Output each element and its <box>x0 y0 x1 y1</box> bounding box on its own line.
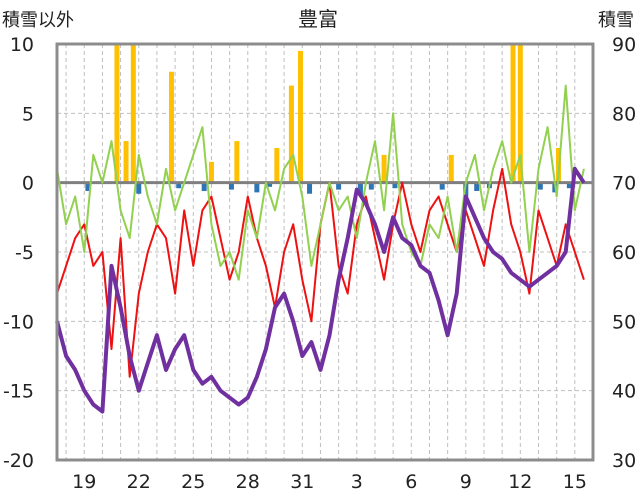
right-tick-label: 70 <box>612 173 636 195</box>
x-tick-label: 22 <box>127 471 151 493</box>
x-tick-label: 15 <box>563 471 587 493</box>
right-tick-label: 60 <box>612 242 636 264</box>
chart-title: 豊富 <box>298 7 338 31</box>
series-line-snow_depth <box>55 166 586 414</box>
x-tick-label: 3 <box>351 471 363 493</box>
left-tick-label: -10 <box>3 311 34 333</box>
precipitation-bar <box>336 182 342 190</box>
left-tick-label: -20 <box>3 450 34 472</box>
right-tick-label: 90 <box>612 34 636 56</box>
precipitation-bar <box>176 182 182 189</box>
precipitation-bar <box>208 161 214 183</box>
precipitation-bar <box>136 182 142 194</box>
precipitation-bar <box>517 44 523 183</box>
precipitation-bar <box>510 44 516 183</box>
plot-frame <box>55 42 595 462</box>
precipitation-bar <box>85 182 91 191</box>
precipitation-bar <box>254 182 260 193</box>
precipitation-bar <box>439 182 445 190</box>
series-line-humidity_like <box>56 84 585 281</box>
left-tick-label: 10 <box>10 34 34 56</box>
precipitation-bar <box>297 50 303 183</box>
precipitation-bar <box>357 182 363 196</box>
precipitation-bar <box>267 182 273 187</box>
left-axis-title: 積雪以外 <box>2 10 74 31</box>
x-tick-label: 28 <box>236 471 260 493</box>
x-tick-label: 6 <box>405 471 417 493</box>
precipitation-bar <box>566 182 572 189</box>
precipitation-bar <box>228 182 234 190</box>
left-tick-label: 0 <box>22 173 34 195</box>
precipitation-bar <box>368 182 374 190</box>
left-tick-label: -15 <box>3 381 34 403</box>
precipitation-bar <box>114 44 120 183</box>
precipitation-bar <box>168 71 174 183</box>
precipitation-bar <box>392 182 398 189</box>
x-tick-label: 31 <box>290 471 314 493</box>
left-tick-label: 5 <box>22 103 34 125</box>
right-axis-title: 積雪 <box>598 10 634 31</box>
precipitation-bar <box>448 154 454 183</box>
precipitation-bar <box>234 141 240 183</box>
right-tick-label: 40 <box>612 381 636 403</box>
precipitation-bar <box>274 148 280 183</box>
x-tick-label: 9 <box>460 471 472 493</box>
right-tick-label: 80 <box>612 103 636 125</box>
precipitation-bar <box>307 182 313 194</box>
precipitation-bar <box>123 141 129 183</box>
x-tick-label: 25 <box>181 471 205 493</box>
left-tick-label: -5 <box>15 242 34 264</box>
precipitation-bar <box>381 154 387 183</box>
x-tick-label: 12 <box>508 471 532 493</box>
precipitation-bar <box>130 44 136 183</box>
precipitation-bar <box>201 182 207 191</box>
precipitation-bar <box>474 182 480 191</box>
right-tick-label: 30 <box>612 450 636 472</box>
precipitation-bar <box>537 182 543 190</box>
x-tick-label: 19 <box>72 471 96 493</box>
right-tick-label: 50 <box>612 311 636 333</box>
precipitation-bar <box>288 85 294 183</box>
